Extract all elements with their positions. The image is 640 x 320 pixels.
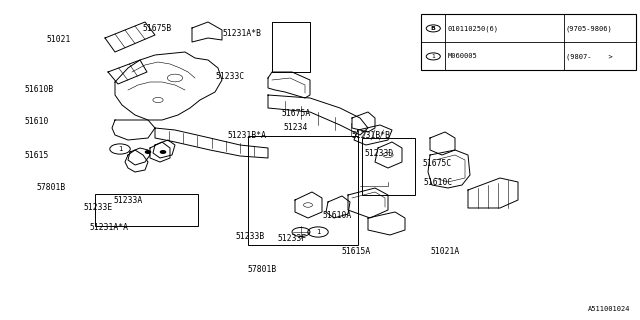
- Text: 51615A: 51615A: [342, 247, 371, 256]
- Text: 57801B: 57801B: [247, 265, 276, 274]
- Text: 51615: 51615: [24, 151, 49, 160]
- Text: 1: 1: [431, 54, 435, 59]
- Text: 51233E: 51233E: [83, 204, 113, 212]
- Text: 51231B*A: 51231B*A: [227, 132, 266, 140]
- Text: 51233D: 51233D: [365, 149, 394, 158]
- Bar: [95, 194, 198, 226]
- Text: 51231A*A: 51231A*A: [90, 223, 129, 232]
- Text: 010110250(6): 010110250(6): [447, 25, 499, 32]
- Text: 51675C: 51675C: [422, 159, 452, 168]
- Text: (9705-9806): (9705-9806): [566, 25, 612, 32]
- Text: B: B: [431, 26, 436, 31]
- Text: 51610A: 51610A: [323, 212, 352, 220]
- Text: 51610B: 51610B: [24, 85, 54, 94]
- Text: 51610C: 51610C: [424, 178, 453, 187]
- Text: 51233A: 51233A: [114, 196, 143, 205]
- Text: 51675A: 51675A: [282, 109, 311, 118]
- Text: 51231A*B: 51231A*B: [223, 29, 262, 38]
- Text: 51021: 51021: [46, 36, 70, 44]
- Text: 51021A: 51021A: [431, 247, 460, 256]
- Text: 51233F: 51233F: [278, 234, 307, 243]
- Text: (9807-    >: (9807- >: [566, 53, 612, 60]
- Text: A511001024: A511001024: [588, 306, 630, 312]
- Text: 57801B: 57801B: [36, 183, 66, 192]
- Text: 51675B: 51675B: [142, 24, 172, 33]
- Text: 1: 1: [118, 146, 122, 152]
- Text: 51610: 51610: [24, 117, 49, 126]
- Text: 51233C: 51233C: [216, 72, 245, 81]
- Bar: [248, 136, 358, 245]
- Circle shape: [161, 151, 166, 153]
- Bar: [362, 138, 415, 195]
- Text: 51231B*B: 51231B*B: [352, 132, 391, 140]
- Text: M060005: M060005: [447, 53, 477, 60]
- Bar: [421, 14, 636, 70]
- Circle shape: [145, 151, 150, 153]
- Text: 51233B: 51233B: [236, 232, 265, 241]
- Text: 51234: 51234: [284, 124, 308, 132]
- Text: 1: 1: [316, 229, 320, 235]
